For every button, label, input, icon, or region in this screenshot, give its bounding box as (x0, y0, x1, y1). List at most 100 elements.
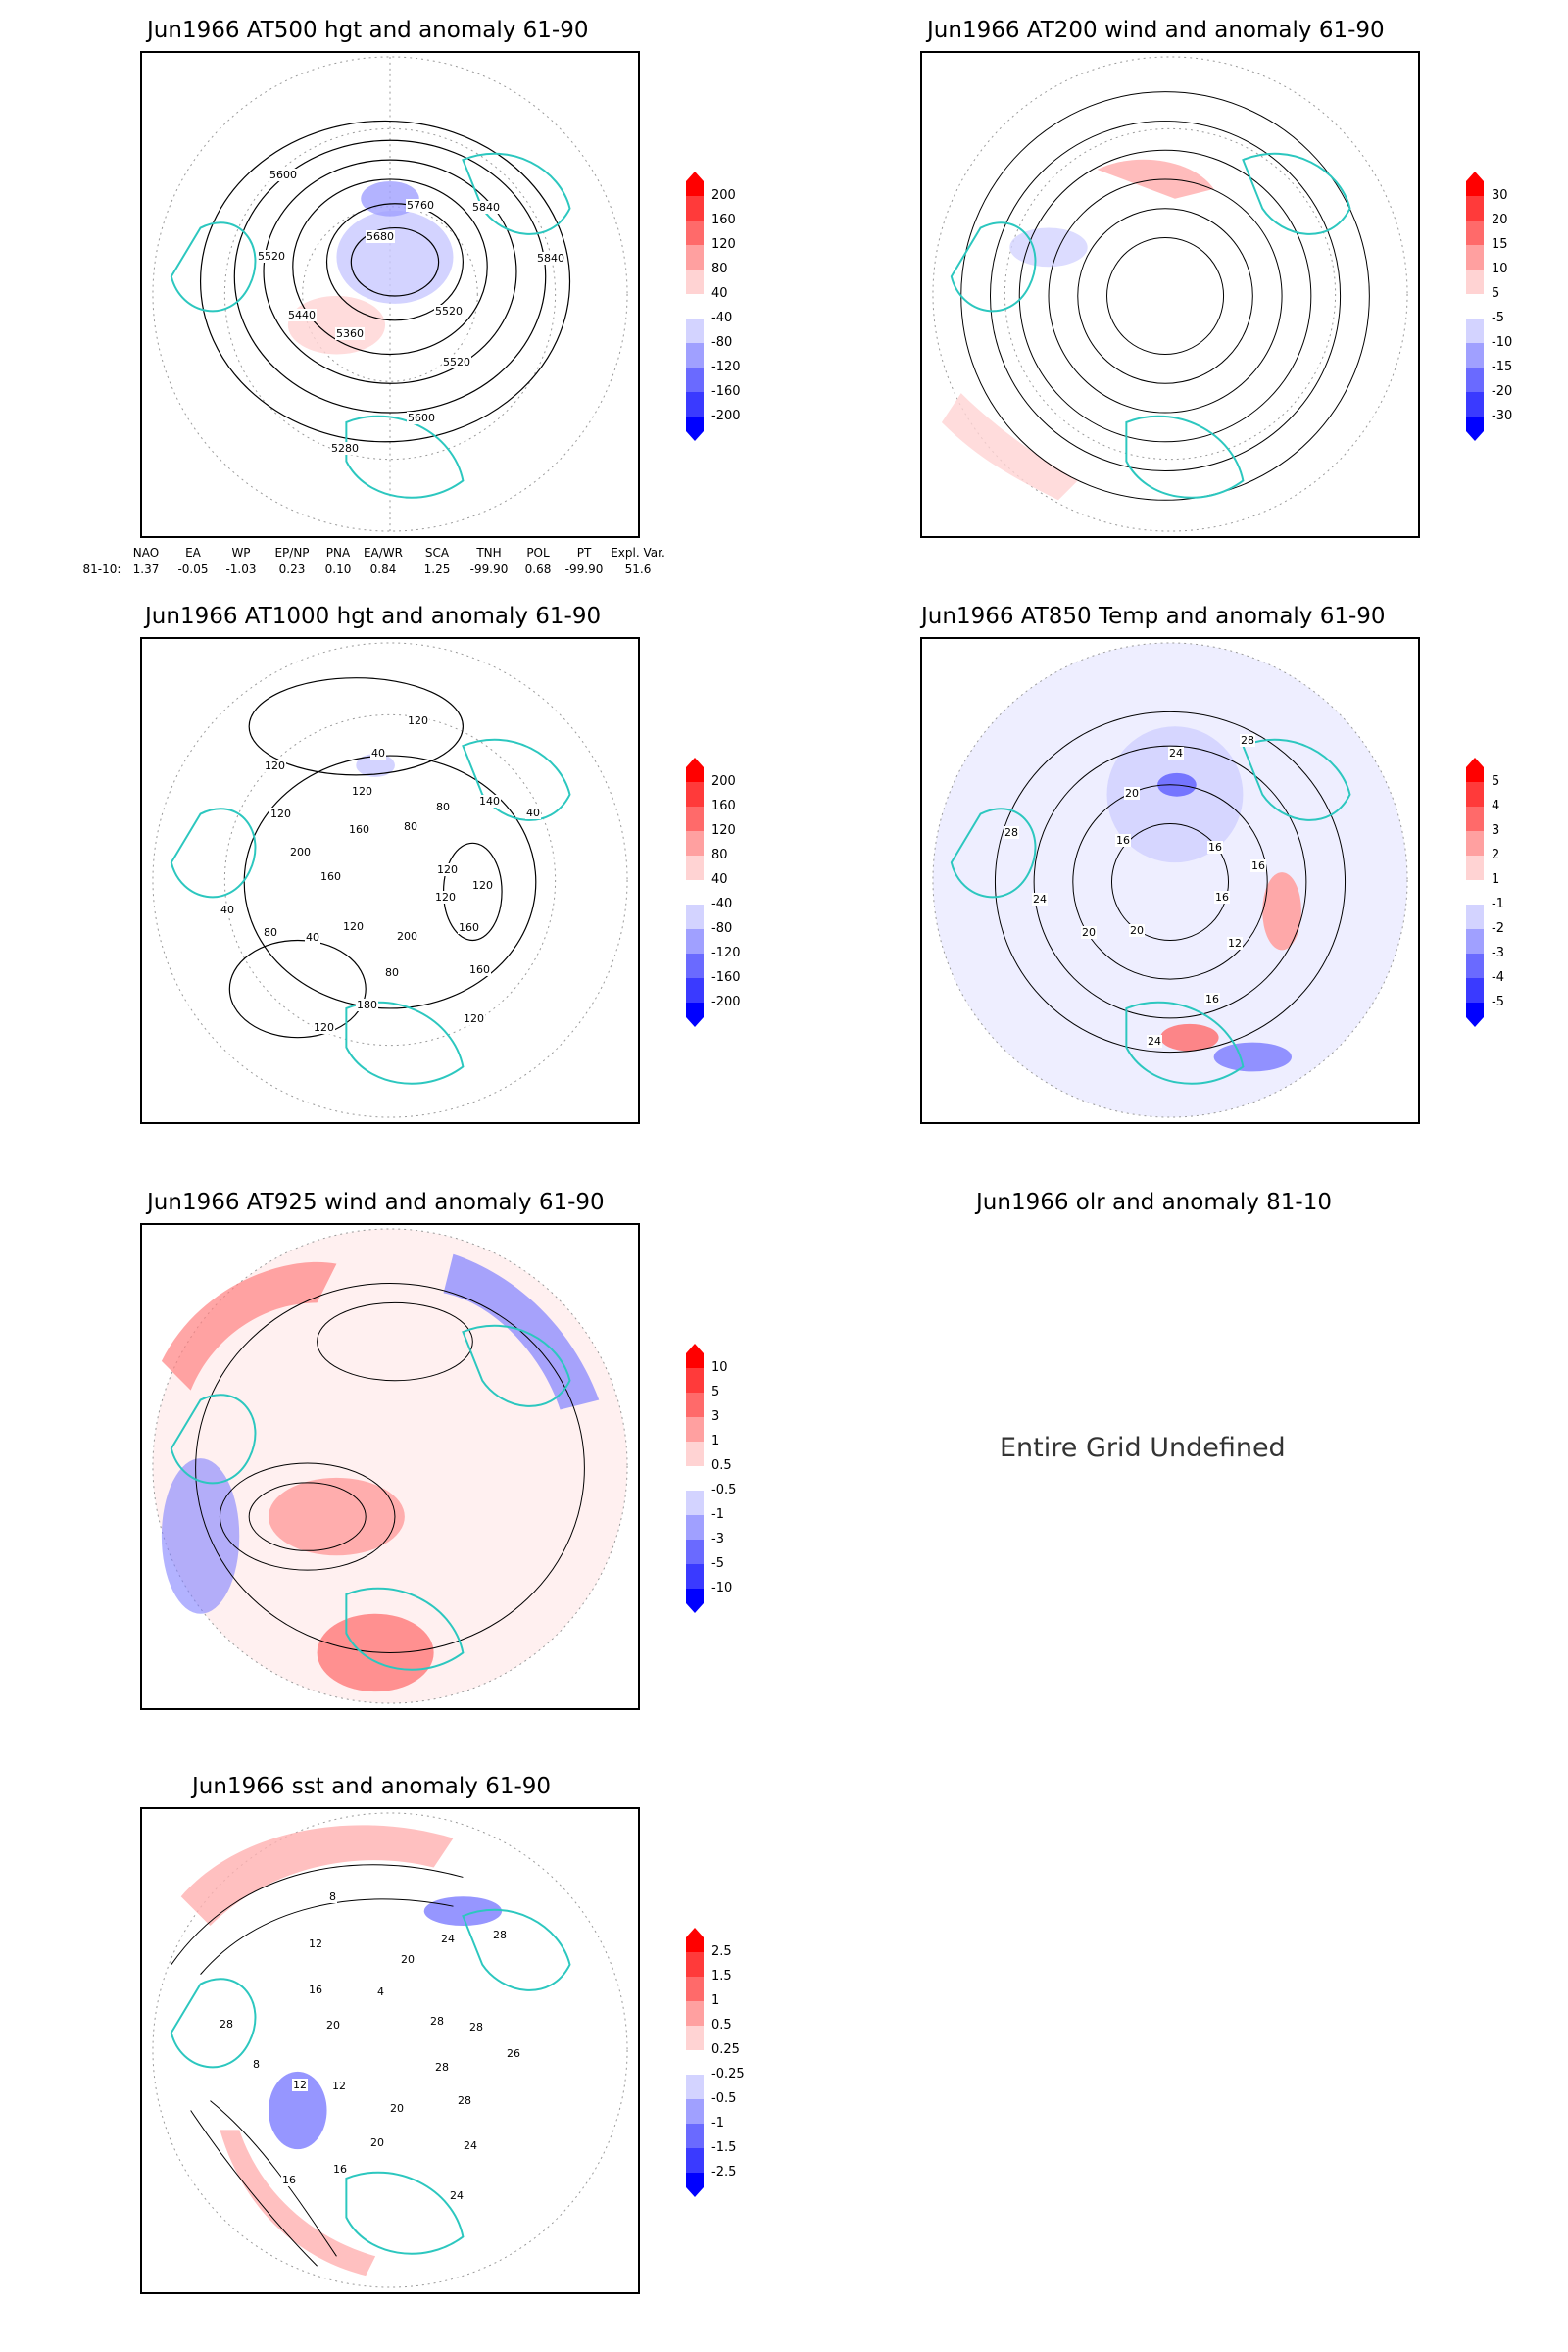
contour-label: 140 (478, 795, 501, 808)
contour-label: 120 (264, 760, 286, 772)
colorbar-segment (686, 807, 704, 831)
colorbar-label: 40 (711, 872, 728, 887)
map-200wind (920, 51, 1420, 538)
colorbar-segment (686, 2026, 704, 2050)
panel-title-olr: Jun1966 olr and anomaly 81-10 (976, 1190, 1332, 1215)
latitude-circle (223, 127, 557, 461)
colorbar-segment (1466, 782, 1484, 807)
colorbar-segment (1466, 831, 1484, 856)
index-header: EA (185, 546, 201, 560)
anomaly-positive (269, 1477, 405, 1556)
colorbar-label: -10 (711, 1581, 733, 1595)
contour-label: 16 (1250, 859, 1266, 872)
contour-label: 5360 (335, 327, 365, 340)
anomaly-positive (161, 1261, 337, 1391)
index-header: POL (526, 546, 550, 560)
colorbar-label: -80 (711, 921, 733, 936)
contour-label: 24 (463, 2139, 478, 2152)
colorbar-segment (1466, 368, 1484, 392)
colorbar-label: 1.5 (711, 1969, 732, 1984)
height-contours (228, 677, 537, 1039)
panel-title-500hgt: Jun1966 AT500 hgt and anomaly 61-90 (147, 18, 589, 43)
colorbar-label: 80 (711, 848, 728, 862)
contour-label: 4 (376, 1985, 385, 1998)
colorbar-label: 5 (711, 1385, 720, 1399)
anomaly-positive (180, 1825, 454, 1927)
coastlines (170, 738, 571, 1085)
colorbar-label: -80 (711, 335, 733, 350)
contour-label: 24 (440, 1933, 456, 1945)
anomaly-negative (423, 1896, 503, 1927)
colorbar-segment (686, 905, 704, 929)
colorbar-segment (686, 1977, 704, 2001)
contour-label: 20 (389, 2102, 405, 2115)
contour-label: 120 (471, 879, 494, 892)
colorbar-label: -200 (711, 409, 741, 423)
contour-label: 24 (449, 2189, 465, 2202)
colorbar-segment (686, 1540, 704, 1564)
colorbar-label: -2 (1492, 921, 1504, 936)
colorbar-segment (686, 1003, 704, 1027)
coastlines (950, 152, 1351, 499)
contour-label: 28 (1240, 734, 1255, 747)
colorbar-segment (1466, 270, 1484, 294)
colorbar-segment (686, 294, 704, 318)
colorbar-label: -5 (1492, 311, 1504, 325)
contour-label: 20 (325, 2019, 341, 2032)
colorbar-label: -120 (711, 946, 741, 960)
contour-label: 28 (492, 1929, 508, 1941)
contour-label: 200 (396, 930, 418, 943)
anomaly-positive (1262, 872, 1301, 951)
contour-label: 16 (1207, 841, 1223, 854)
coastlines (950, 738, 1351, 1085)
latitude-circle (1004, 127, 1337, 461)
colorbar-label: 5 (1492, 286, 1500, 301)
colorbar-segment (686, 2050, 704, 2075)
contour-label: 5440 (287, 309, 317, 321)
colorbar-segment (686, 1466, 704, 1491)
index-header: EA/WR (363, 546, 404, 560)
height-contours (199, 120, 571, 443)
index-value: -0.05 (177, 563, 209, 576)
colorbar-label: -4 (1492, 970, 1504, 985)
colorbar-925wind: 10 5 3 1 0.5 -0.5 -1 -3 -5 -10 (686, 1344, 755, 1613)
colorbar-segment (686, 1393, 704, 1417)
colorbar-label: -0.5 (711, 2091, 737, 2106)
colorbar-segment (1466, 905, 1484, 929)
index-header: PT (576, 546, 592, 560)
streamlines (960, 91, 1370, 501)
panel-title-925wind: Jun1966 AT925 wind and anomaly 61-90 (147, 1190, 605, 1215)
contour-label: 20 (1129, 924, 1145, 937)
colorbar-segment (1466, 758, 1484, 782)
latitude-circle (152, 642, 628, 1118)
index-value: -99.90 (564, 563, 604, 576)
contour-label: 16 (1204, 993, 1220, 1005)
colorbar-segment (686, 1417, 704, 1442)
colorbar-label: -160 (711, 970, 741, 985)
index-value: 51.6 (624, 563, 652, 576)
colorbar-segment (1466, 245, 1484, 270)
contour-label: 28 (429, 2015, 445, 2028)
colorbar-850temp: 5 4 3 2 1 -1 -2 -3 -4 -5 (1466, 758, 1535, 1027)
colorbar-segment (1466, 220, 1484, 245)
map-1000hgt-svg (152, 642, 628, 1118)
anomaly-positive (941, 393, 1078, 501)
colorbar-segment (1466, 172, 1484, 196)
colorbar-segment (686, 1344, 704, 1368)
contour-label: 120 (270, 808, 292, 820)
colorbar-segment (1466, 392, 1484, 416)
contour-label: 120 (434, 891, 457, 904)
index-value: -1.03 (225, 563, 257, 576)
contour-label: 160 (458, 921, 480, 934)
colorbar-label: -5 (1492, 995, 1504, 1009)
contour-label: 160 (319, 870, 342, 883)
map-925wind (140, 1223, 640, 1710)
colorbar-label: 120 (711, 823, 736, 838)
contour-label: 40 (370, 747, 386, 760)
colorbar-label: 80 (711, 262, 728, 276)
colorbar-segment (686, 2148, 704, 2173)
contour-label: 20 (1081, 926, 1097, 939)
colorbar-segment (686, 1442, 704, 1466)
map-1000hgt (140, 637, 640, 1124)
contour-label: 26 (506, 2047, 521, 2060)
